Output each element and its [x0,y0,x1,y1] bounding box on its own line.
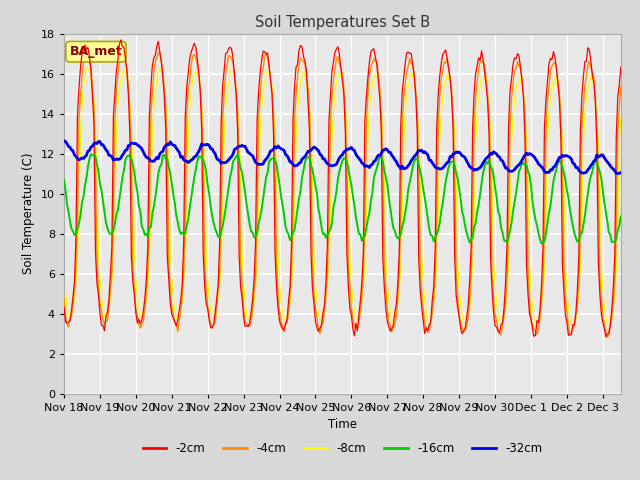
X-axis label: Time: Time [328,418,357,431]
Title: Soil Temperatures Set B: Soil Temperatures Set B [255,15,430,30]
Y-axis label: Soil Temperature (C): Soil Temperature (C) [22,153,35,275]
Text: BA_met: BA_met [70,45,122,58]
Legend: -2cm, -4cm, -8cm, -16cm, -32cm: -2cm, -4cm, -8cm, -16cm, -32cm [138,437,547,460]
